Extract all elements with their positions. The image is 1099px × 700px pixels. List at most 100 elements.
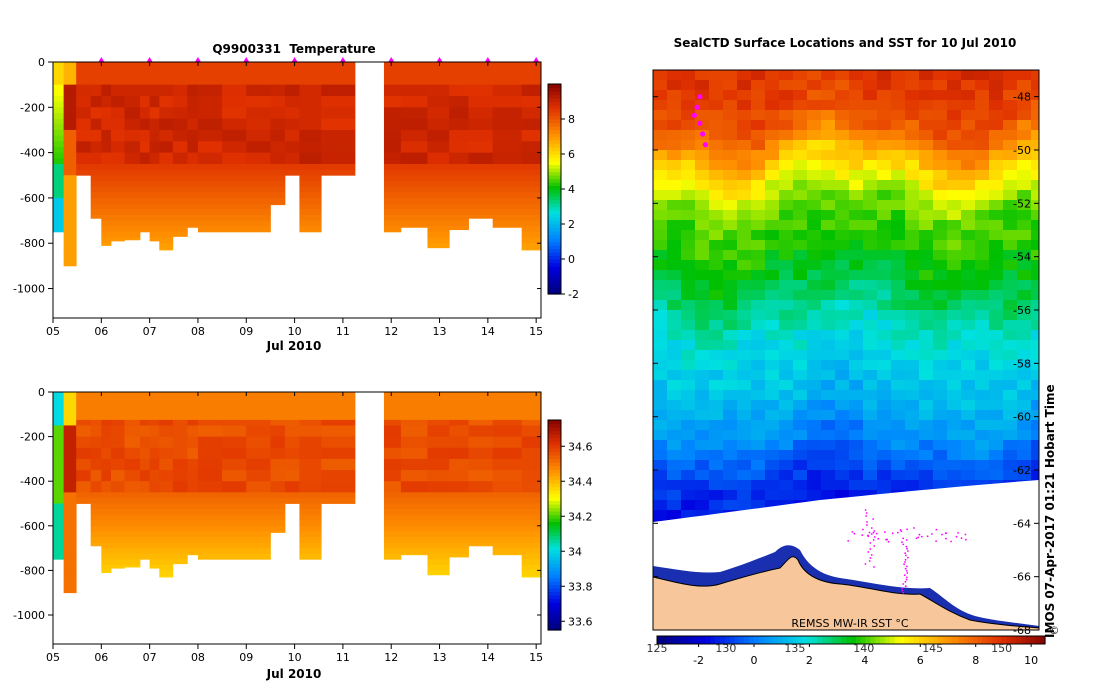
section-cell [400,90,428,97]
section-cell [197,392,223,398]
sst-cell [751,170,766,181]
sst-cell [793,220,808,231]
section-cell [468,158,494,165]
sst-cell [681,500,696,511]
sst-cell [737,280,752,291]
section-cell [172,226,188,233]
sst-cell [765,250,780,261]
sst-cell [905,260,920,271]
section-cell [53,408,65,415]
section-cell [468,197,494,204]
sst-cell [947,370,962,381]
section-cell [222,431,247,438]
section-cell [149,531,160,538]
section-cell [53,414,65,421]
sst-cell [695,200,710,211]
sst-cell [667,270,682,281]
colorbar-segment [918,636,925,644]
sst-cell [891,280,906,291]
sst-cell [793,490,808,501]
section-cell [492,514,523,521]
section-cell [246,475,271,482]
section-cell [197,548,223,555]
colorbar-segment [548,269,561,274]
section-cell [321,464,356,471]
colorbar-segment [846,636,852,644]
section-cell [270,442,286,449]
section-cell [53,62,65,69]
section-cell [110,175,125,182]
section-cell [197,62,223,69]
section-cell [246,107,271,114]
colorbar-tick-label: -2 [693,654,704,667]
section-cell [449,220,469,227]
colorbar-segment [548,115,561,120]
section-cell [449,481,469,488]
section-cell [222,414,247,421]
section-cell [427,503,450,510]
sst-cell [653,110,668,121]
section-cell [492,470,523,477]
sst-cell [877,210,892,221]
colorbar-segment [705,636,711,644]
sst-cell [905,410,920,421]
colorbar-segment [548,259,561,264]
colorbar-segment [548,290,561,295]
sst-cell [1003,160,1018,171]
section-cell [172,403,188,410]
sst-cell [891,90,906,101]
section-cell [53,163,65,171]
section-cell [299,141,322,148]
sst-cell [1003,260,1018,271]
sst-cell [1003,310,1018,321]
section-cell [270,124,286,131]
section-cell [383,536,402,543]
section-cell [270,497,286,504]
sst-cell [667,480,682,491]
section-cell [63,226,77,233]
sst-cell [737,460,752,471]
sst-cell [891,240,906,251]
section-cell [449,542,469,549]
section-cell [468,186,494,193]
sst-cell [765,390,780,401]
seal-trail-point [902,537,905,540]
seal-trail-point [891,532,894,535]
section-cell [90,107,102,114]
sst-cell [793,300,808,311]
section-cell [101,470,112,477]
section-cell [159,481,174,488]
section-cell [400,492,428,499]
sst-cell [1003,440,1018,451]
section-cell [222,553,247,560]
section-cell [187,78,199,86]
section-cell [468,458,494,465]
section-cell [90,503,102,510]
sst-cell [765,70,780,81]
seal-trail-point [906,547,908,550]
section-cell [63,180,77,187]
sst-cell [961,70,976,81]
section-cell [284,84,300,91]
sst-cell [807,380,822,391]
sst-cell [989,200,1004,211]
sst-cell [835,120,850,131]
sst-cell [653,480,668,491]
section-cell [492,95,523,103]
y-tick-label: -200 [20,101,45,114]
section-cell [299,509,322,516]
sst-cell [709,450,724,461]
section-cell [427,397,450,404]
section-cell [299,209,322,216]
sst-cell [723,470,738,481]
section-cell [76,158,92,165]
seal-trail-point [915,537,918,540]
section-cell [172,559,188,565]
sst-cell [737,80,752,91]
section-cell [400,497,428,504]
sst-cell [961,110,976,121]
colorbar-segment [548,210,561,215]
sst-cell [919,330,934,341]
section-cell [187,186,199,193]
sst-cell [681,170,696,181]
